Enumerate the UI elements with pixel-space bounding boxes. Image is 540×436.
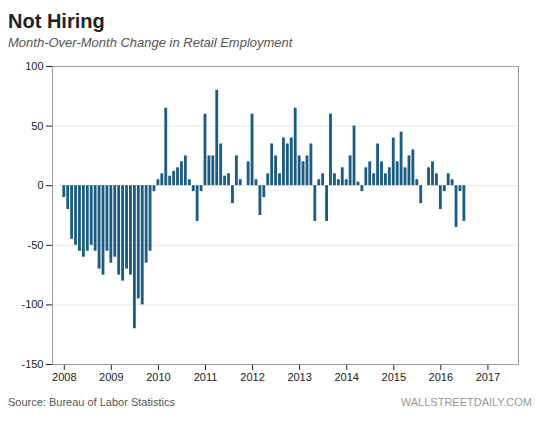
- svg-text:-50: -50: [28, 239, 44, 251]
- svg-text:2011: 2011: [194, 371, 218, 383]
- svg-text:2017: 2017: [476, 371, 500, 383]
- svg-text:2010: 2010: [146, 371, 170, 383]
- html-text:Source: Bureau of Labor Statis: Source: Bureau of Labor Statistics: [8, 396, 175, 408]
- html-text:Not Hiring: Not Hiring: [8, 10, 105, 32]
- svg-text:2013: 2013: [287, 371, 311, 383]
- svg-text:2012: 2012: [240, 371, 264, 383]
- svg-text:2008: 2008: [52, 371, 76, 383]
- svg-text:0: 0: [37, 179, 43, 191]
- svg-text:-100: -100: [21, 298, 43, 310]
- svg-text:-150: -150: [21, 358, 43, 370]
- svg-text:2014: 2014: [334, 371, 358, 383]
- svg-text:50: 50: [31, 120, 43, 132]
- html-text:WALLSTREETDAILY.COM: WALLSTREETDAILY.COM: [400, 396, 532, 408]
- svg-text:2015: 2015: [382, 371, 406, 383]
- svg-text:100: 100: [25, 60, 43, 72]
- html-text:Month-Over-Month Change in Ret: Month-Over-Month Change in Retail Employ…: [8, 35, 293, 50]
- svg-text:2016: 2016: [429, 371, 453, 383]
- svg-text:2009: 2009: [99, 371, 123, 383]
